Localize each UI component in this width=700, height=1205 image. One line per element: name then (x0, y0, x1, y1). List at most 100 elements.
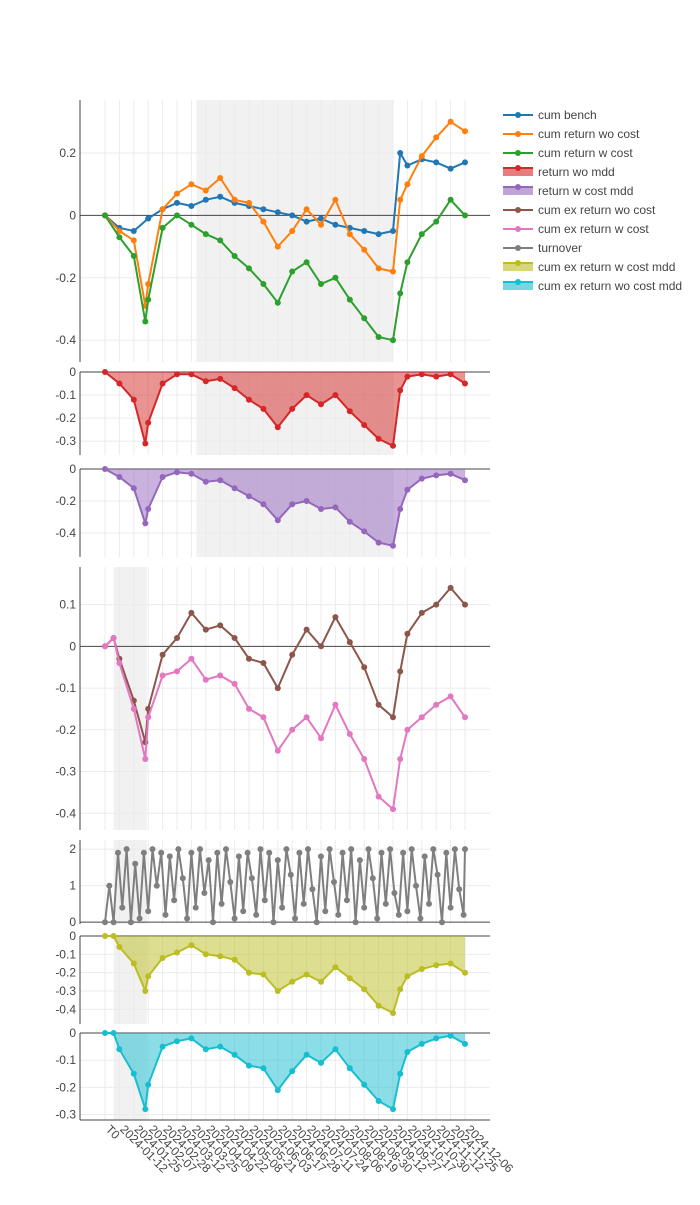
point-return-wo-mdd (447, 371, 454, 378)
legend-swatch-fill (503, 168, 533, 176)
point-cum-return-wo-cost (318, 221, 324, 228)
point-return-wo-mdd (303, 392, 310, 399)
point-turnover (188, 849, 195, 856)
point-turnover (223, 846, 229, 853)
point-return-wo-mdd (188, 371, 195, 378)
point-turnover (322, 908, 329, 915)
legend-label: cum ex return wo cost mdd (538, 279, 682, 293)
point-cum-return-wo-cost (397, 196, 404, 203)
point-return-w-cost-mdd (217, 477, 224, 484)
point-return-w-cost-mdd (145, 506, 152, 512)
point-cum-return-wo-cost (462, 128, 468, 135)
point-turnover (205, 857, 212, 864)
point-cum-ex-return-w-cost-mdd (231, 956, 238, 963)
point-return-w-cost-mdd (102, 466, 108, 472)
point-turnover (451, 846, 458, 853)
point-cum-ex-return-wo-cost (174, 635, 180, 641)
point-cum-return-w-cost (246, 265, 252, 272)
point-cum-ex-return-w-cost (202, 676, 209, 683)
line-cum-ex-return-wo-cost (104, 586, 466, 744)
point-cum-ex-return-wo-cost-mdd (447, 1032, 454, 1039)
point-turnover (261, 897, 268, 904)
panel-cum_ex_wo_cost_mdd: 0 -0.1 -0.2 -0.3 (55, 1026, 490, 1122)
point-cum-return-wo-cost (145, 281, 152, 287)
point-cum-ex-return-w-cost-mdd (188, 942, 195, 949)
point-cum-ex-return-w-cost-mdd (303, 971, 310, 978)
point-cum-ex-return-wo-cost-mdd (246, 1062, 252, 1069)
point-cum-ex-return-w-cost-mdd (447, 960, 454, 967)
point-return-w-cost-mdd (116, 474, 123, 480)
legend-swatch-marker (515, 112, 521, 118)
y-tick-label: 0 (69, 639, 76, 653)
point-return-wo-mdd (375, 435, 382, 442)
point-cum-ex-return-wo-cost (159, 651, 166, 658)
point-cum-ex-return-w-cost-mdd (174, 949, 180, 956)
point-cum-return-w-cost (116, 234, 123, 241)
point-cum-ex-return-w-cost-mdd (397, 986, 404, 993)
point-turnover (326, 846, 333, 853)
point-turnover (374, 915, 381, 922)
point-cum-ex-return-w-cost-mdd (375, 1002, 382, 1009)
point-cum-ex-return-wo-cost-mdd (130, 1070, 137, 1077)
point-cum-ex-return-w-cost-mdd (130, 960, 137, 967)
point-cum-return-w-cost (397, 290, 404, 297)
point-cum-return-w-cost (174, 212, 180, 219)
point-turnover (287, 871, 294, 878)
point-cum-return-wo-cost (447, 118, 454, 125)
point-cum-return-w-cost (332, 274, 339, 281)
point-turnover (400, 849, 407, 856)
point-cum-ex-return-w-cost-mdd (110, 933, 117, 939)
point-turnover (408, 846, 415, 853)
point-turnover (106, 882, 113, 889)
point-return-w-cost-mdd (159, 474, 166, 480)
point-cum-ex-return-w-cost (260, 714, 267, 721)
point-cum-ex-return-wo-cost-mdd (274, 1087, 281, 1094)
point-cum-ex-return-w-cost-mdd (142, 988, 149, 994)
point-cum-return-wo-cost (130, 237, 137, 244)
point-return-wo-mdd (145, 419, 152, 426)
point-cum-bench (289, 212, 296, 219)
point-cum-ex-return-w-cost (142, 756, 149, 762)
point-cum-ex-return-w-cost (462, 714, 468, 721)
y-tick-label: 0 (69, 1026, 76, 1040)
point-cum-ex-return-w-cost (130, 705, 137, 712)
point-cum-ex-return-wo-cost-mdd (110, 1030, 117, 1036)
legend-label: return w cost mdd (538, 184, 633, 198)
point-return-wo-mdd (346, 408, 353, 415)
y-tick-label: 0.1 (59, 598, 76, 612)
line-return-wo-mdd (104, 371, 466, 447)
point-cum-return-w-cost (102, 212, 108, 219)
point-cum-ex-return-w-cost (145, 714, 152, 721)
point-return-w-cost-mdd (289, 501, 296, 508)
point-return-wo-mdd (231, 385, 238, 392)
point-turnover (369, 875, 376, 882)
point-turnover (462, 846, 468, 853)
point-turnover (456, 886, 463, 893)
point-cum-ex-return-w-cost (303, 714, 310, 721)
point-return-wo-mdd (102, 369, 108, 375)
point-cum-return-wo-cost (217, 175, 224, 181)
point-cum-ex-return-wo-cost-mdd (174, 1038, 180, 1045)
legend-item: cum ex return w cost (503, 222, 649, 236)
point-turnover (274, 857, 281, 864)
point-cum-ex-return-w-cost (159, 672, 166, 679)
point-cum-bench (202, 196, 209, 203)
y-tick-label: 0 (69, 208, 76, 222)
point-turnover (136, 915, 143, 922)
point-turnover (387, 846, 394, 853)
point-cum-ex-return-wo-cost-mdd (361, 1081, 368, 1088)
point-cum-ex-return-w-cost-mdd (332, 964, 339, 971)
point-cum-ex-return-wo-cost (447, 584, 454, 591)
point-turnover (382, 900, 389, 907)
point-cum-ex-return-w-cost-mdd (246, 969, 252, 976)
point-turnover (227, 879, 234, 885)
point-cum-return-w-cost (462, 212, 468, 219)
point-cum-bench (318, 215, 324, 222)
point-cum-return-wo-cost (390, 268, 396, 275)
point-cum-return-wo-cost (231, 196, 238, 203)
legend-swatch-marker (515, 245, 521, 251)
point-cum-ex-return-w-cost-mdd (159, 955, 166, 961)
point-cum-bench (332, 221, 339, 228)
point-turnover (352, 919, 359, 926)
point-turnover (348, 846, 355, 853)
